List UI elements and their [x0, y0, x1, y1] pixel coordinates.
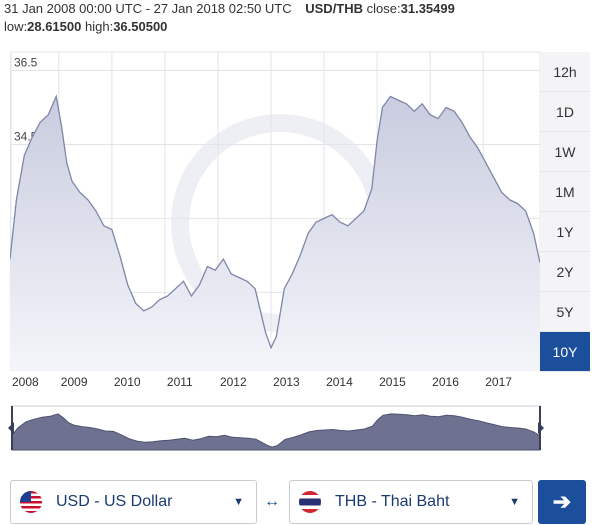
from-currency-select[interactable]: USD - US Dollar ▼	[10, 480, 257, 524]
chevron-down-icon: ▼	[233, 496, 244, 508]
to-currency-select[interactable]: THB - Thai Baht ▼	[289, 480, 533, 524]
range-button-1w[interactable]: 1W	[540, 132, 590, 172]
rate-chart[interactable]: 2008 2009 2010 2011 2012 2013 2014 2015 2016 2017…	[10, 48, 540, 390]
rate-series-line	[10, 94, 540, 350]
y-tick-label: 36.5	[14, 55, 38, 69]
x-tick-label: 2016	[432, 375, 459, 389]
x-tick-label: 2008	[12, 375, 39, 389]
navigator-right-handle[interactable]	[538, 422, 544, 434]
x-tick-label: 2012	[220, 375, 247, 389]
x-tick-label: 2017	[485, 375, 512, 389]
thailand-flag-icon	[299, 491, 321, 513]
rate-summary-header: 31 Jan 2008 00:00 UTC - 27 Jan 2018 02:5…	[4, 0, 455, 36]
range-button-12h[interactable]: 12h	[540, 52, 590, 92]
x-tick-label: 2013	[273, 375, 300, 389]
range-button-10y[interactable]: 10Y	[540, 332, 590, 372]
time-range-selector: 12h 1D 1W 1M 1Y 2Y 5Y 10Y	[540, 52, 590, 372]
x-tick-label: 2010	[114, 375, 141, 389]
low-label: low:	[4, 19, 28, 34]
swap-currencies-button[interactable]: ↔	[264, 493, 280, 510]
x-tick-label: 2009	[61, 375, 88, 389]
currency-pair: USD/THB	[305, 1, 364, 16]
chart-navigator[interactable]	[8, 402, 544, 452]
range-button-2y[interactable]: 2Y	[540, 252, 590, 292]
range-button-1y[interactable]: 1Y	[540, 212, 590, 252]
x-tick-label: 2014	[326, 375, 353, 389]
convert-go-button[interactable]: ➔	[538, 480, 586, 524]
rate-chart-svg[interactable]: 2008 2009 2010 2011 2012 2013 2014 2015 2016 2017…	[10, 48, 540, 390]
to-currency-label: THB - Thai Baht	[335, 493, 450, 510]
x-tick-label: 2015	[379, 375, 406, 389]
low-value: 28.61500	[27, 19, 82, 34]
rate-area	[10, 96, 540, 371]
close-label: close:	[366, 1, 401, 16]
navigator-series	[11, 413, 541, 451]
date-range-text: 31 Jan 2008 00:00 UTC - 27 Jan 2018 02:5…	[4, 1, 292, 16]
low-high-line: low:28.61500 high:36.50500	[4, 18, 455, 36]
range-button-1m[interactable]: 1M	[540, 172, 590, 212]
high-value: 36.50500	[113, 19, 168, 34]
chevron-down-icon: ▼	[509, 496, 520, 508]
us-flag-icon	[20, 491, 42, 513]
x-tick-label: 2011	[167, 375, 193, 389]
high-label: high:	[84, 19, 114, 34]
range-button-1d[interactable]: 1D	[540, 92, 590, 132]
range-button-5y[interactable]: 5Y	[540, 292, 590, 332]
navigator-left-handle[interactable]	[8, 422, 14, 434]
from-currency-label: USD - US Dollar	[56, 493, 173, 510]
close-value: 31.35499	[400, 1, 455, 16]
date-range-line: 31 Jan 2008 00:00 UTC - 27 Jan 2018 02:5…	[4, 0, 455, 18]
navigator-svg[interactable]	[8, 402, 544, 452]
